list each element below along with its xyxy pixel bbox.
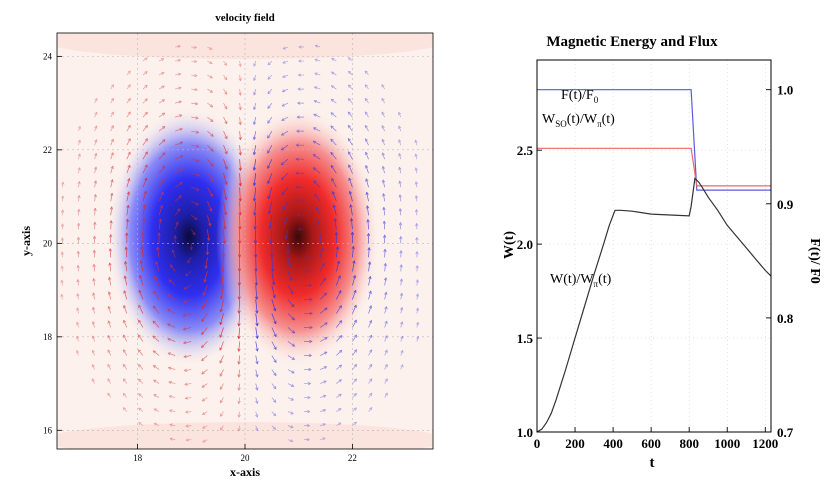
flux-series-line xyxy=(537,90,771,190)
x-tick-label: 22 xyxy=(348,453,357,463)
y-right-tick-label: 0.8 xyxy=(777,311,794,326)
x-tick-label: 0 xyxy=(534,436,541,451)
y-tick-label: 20 xyxy=(43,238,53,248)
y-tick-label: 2.0 xyxy=(517,237,533,252)
y-tick-label: 22 xyxy=(43,145,52,155)
y-right-tick-label: 0.9 xyxy=(777,197,794,212)
y-tick-label: 1.0 xyxy=(517,425,533,440)
y-right-tick-label: 1.0 xyxy=(777,83,793,98)
energy-flux-ticks: 0 200 400 600 800 1000 1200 1.0 1.5 2.0 2.5 0.7 0.8 0… xyxy=(517,83,794,451)
w-series-line xyxy=(537,178,771,432)
flux-line-label: F(t)/F0 xyxy=(561,88,599,105)
y-tick-label: 18 xyxy=(43,332,53,342)
x-axis-label: x-axis xyxy=(230,465,260,479)
y-axis-label: y-axis xyxy=(19,226,33,256)
w-line-label: W(t)/Wπ(t) xyxy=(550,272,612,289)
energy-flux-series xyxy=(537,90,771,432)
y-right-tick-label: 0.7 xyxy=(777,425,794,440)
y-tick-label: 1.5 xyxy=(517,331,534,346)
w-axis-label: W(t) xyxy=(502,231,517,259)
y-tick-label: 24 xyxy=(43,51,53,61)
x-tick-label: 1200 xyxy=(752,436,778,451)
x-tick-label: 1000 xyxy=(714,436,740,451)
x-tick-label: 18 xyxy=(133,453,143,463)
wso-series-line xyxy=(537,148,771,186)
wso-line-label: WSO(t)/Wπ(t) xyxy=(542,112,615,129)
y-tick-label: 16 xyxy=(43,425,53,435)
velocity-field-title: velocity field xyxy=(215,12,275,24)
x-tick-label: 20 xyxy=(241,453,251,463)
velocity-field-chart: velocity field 18 20 22 16 18 20 22 24 x-axis y… xyxy=(19,12,445,479)
energy-flux-chart: Magnetic Energy and Flux 0 200 400 600 800 10… xyxy=(502,34,822,471)
x-tick-label: 200 xyxy=(565,436,585,451)
x-tick-label: 400 xyxy=(603,436,623,451)
energy-flux-title: Magnetic Energy and Flux xyxy=(546,34,718,50)
flux-axis-label: F(t)/ F0 xyxy=(807,238,822,283)
x-tick-label: 600 xyxy=(641,436,661,451)
x-tick-label: 800 xyxy=(679,436,699,451)
y-tick-label: 2.5 xyxy=(517,143,534,158)
t-axis-label: t xyxy=(650,455,655,471)
